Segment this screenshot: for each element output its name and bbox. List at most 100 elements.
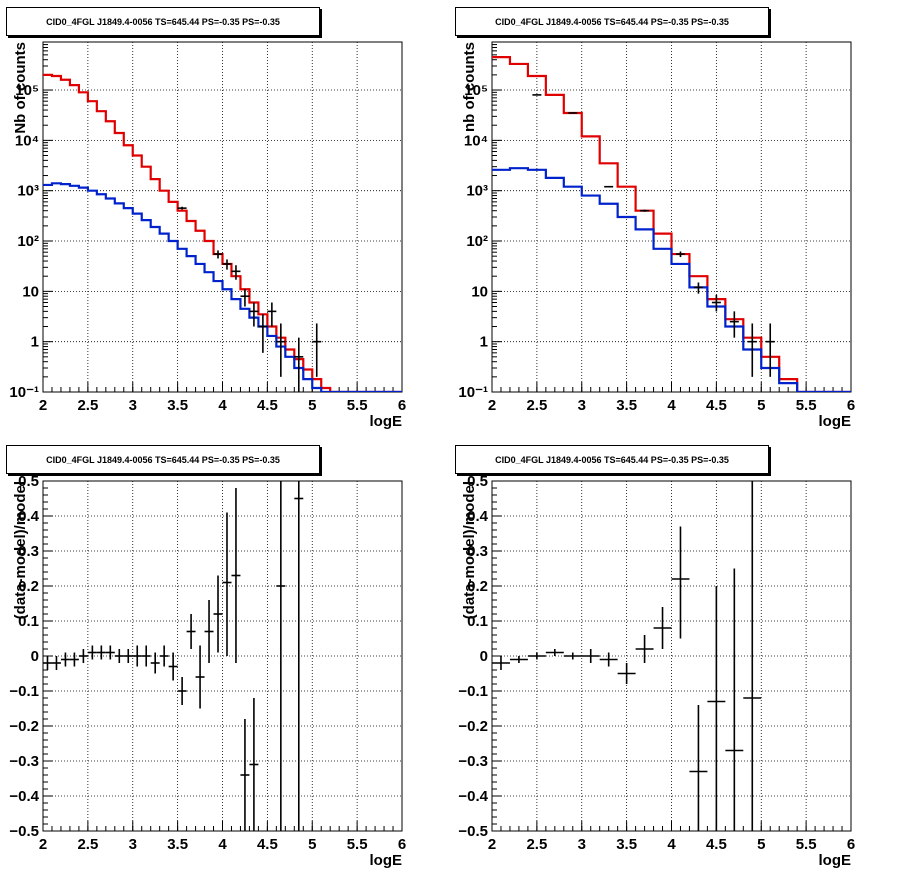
data-point (635, 635, 654, 663)
y-tick-label: −0.1 (9, 683, 39, 700)
x-axis-label: logE (819, 413, 852, 430)
x-tick-label: 3.5 (167, 397, 188, 414)
data-point (132, 645, 142, 667)
y-tick-label: −0.5 (9, 823, 39, 840)
data-point (177, 206, 187, 210)
data-point (294, 337, 304, 392)
x-axis-label: logE (819, 852, 852, 869)
x-tick-label: 6 (398, 397, 406, 414)
x-tick-label: 2 (488, 836, 496, 853)
chart-title: CID0_4FGL J1849.4-0056 TS=645.44 PS=-0.3… (6, 445, 320, 474)
y-tick-label: 10³ (466, 183, 488, 200)
data-point (222, 512, 232, 656)
data-point (240, 289, 250, 307)
y-tick-label: 10² (17, 233, 39, 250)
x-tick-label: 6 (398, 836, 406, 853)
data-point (249, 302, 259, 327)
data-point (114, 649, 124, 663)
data-point (711, 294, 721, 312)
data-point (168, 652, 178, 681)
x-tick-label: 4 (667, 836, 676, 853)
y-tick-label: 10 (22, 283, 39, 300)
x-tick-label: 4 (667, 397, 676, 414)
y-tick-label: −0.3 (458, 753, 488, 770)
data-point (123, 649, 133, 663)
y-tick-label: −0.3 (9, 753, 39, 770)
y-axis-label: Nb of counts (12, 42, 29, 134)
x-tick-label: 2.5 (77, 397, 98, 414)
x-tick-label: 2.5 (526, 397, 547, 414)
x-tick-label: 2 (39, 397, 47, 414)
y-tick-label: 0.1 (467, 613, 488, 630)
model-total-line (492, 56, 851, 392)
y-tick-label: −0.2 (458, 718, 488, 735)
data-point (43, 656, 52, 670)
y-tick-label: 10⁻¹ (9, 384, 39, 401)
data-point (563, 652, 582, 660)
data-point (159, 645, 169, 667)
data-point (312, 323, 322, 377)
data-point (249, 698, 259, 831)
x-tick-label: 5 (308, 397, 316, 414)
x-tick-label: 5.5 (796, 836, 817, 853)
y-tick-label: 0.3 (18, 543, 39, 560)
x-tick-label: 4 (218, 397, 227, 414)
data-point (689, 705, 708, 831)
data-point (69, 652, 79, 667)
x-tick-label: 3 (129, 397, 137, 414)
x-tick-label: 5.5 (347, 836, 368, 853)
y-tick-label: 10⁵ (464, 82, 488, 99)
data-point (96, 645, 106, 660)
plot-area (492, 481, 762, 831)
model-component-line (43, 182, 402, 392)
data-point (231, 265, 241, 280)
data-point (204, 600, 214, 663)
y-tick-label: −0.1 (458, 683, 488, 700)
x-tick-label: 5.5 (796, 397, 817, 414)
y-tick-label: −0.5 (458, 823, 488, 840)
data-point (51, 656, 61, 670)
y-tick-label: 0.4 (18, 508, 40, 525)
data-point (150, 652, 160, 674)
data-point (581, 649, 600, 663)
x-tick-label: 4.5 (257, 397, 278, 414)
chart-1: 2 2.5 3 3.5 4 4.5 5 5.5 6 10⁻¹ 1 10 10² 10³ 10⁴ 10⁵ logE… (9, 41, 406, 430)
data-point (693, 282, 703, 294)
x-tick-label: 3 (129, 836, 137, 853)
data-point (267, 302, 277, 327)
y-tick-label: 0.2 (18, 578, 39, 595)
x-tick-label: 3.5 (616, 397, 637, 414)
y-tick-label: 0 (480, 648, 488, 665)
x-tick-label: 5 (757, 836, 765, 853)
chart-4: 2 2.5 3 3.5 4 4.5 5 5.5 6 −0.5 −0.4 −0.3 −0.2 −0.1 0 0.… (458, 473, 855, 869)
x-axis-label: logE (370, 852, 403, 869)
y-tick-label: 1 (31, 334, 39, 351)
y-tick-label: 10³ (17, 183, 39, 200)
data-point (747, 323, 757, 377)
y-tick-label: 0.2 (467, 578, 488, 595)
y-tick-label: −0.2 (9, 718, 39, 735)
x-tick-label: 3.5 (167, 836, 188, 853)
y-axis-label: (data-model)/model (461, 481, 478, 619)
y-tick-label: 1 (480, 334, 488, 351)
model-component-line (492, 167, 851, 392)
data-point (599, 652, 618, 667)
data-point (617, 663, 636, 684)
x-tick-label: 6 (847, 397, 855, 414)
data-point (725, 568, 744, 831)
plot-area (43, 481, 304, 831)
y-tick-label: 10² (466, 233, 488, 250)
data-point (105, 645, 115, 660)
data-point (729, 311, 739, 338)
y-tick-label: 0 (31, 648, 39, 665)
x-tick-label: 4.5 (706, 397, 727, 414)
data-point (195, 645, 205, 709)
data-point (222, 259, 232, 270)
y-axis-label: nb of counts (461, 42, 478, 132)
model-total-line (43, 73, 402, 392)
plot-area (43, 73, 402, 392)
data-point (276, 481, 286, 831)
chart-3: 2 2.5 3 3.5 4 4.5 5 5.5 6 −0.5 −0.4 −0.3 −0.2 −0.1 0 0.… (9, 473, 406, 869)
y-tick-label: −0.4 (9, 788, 39, 805)
